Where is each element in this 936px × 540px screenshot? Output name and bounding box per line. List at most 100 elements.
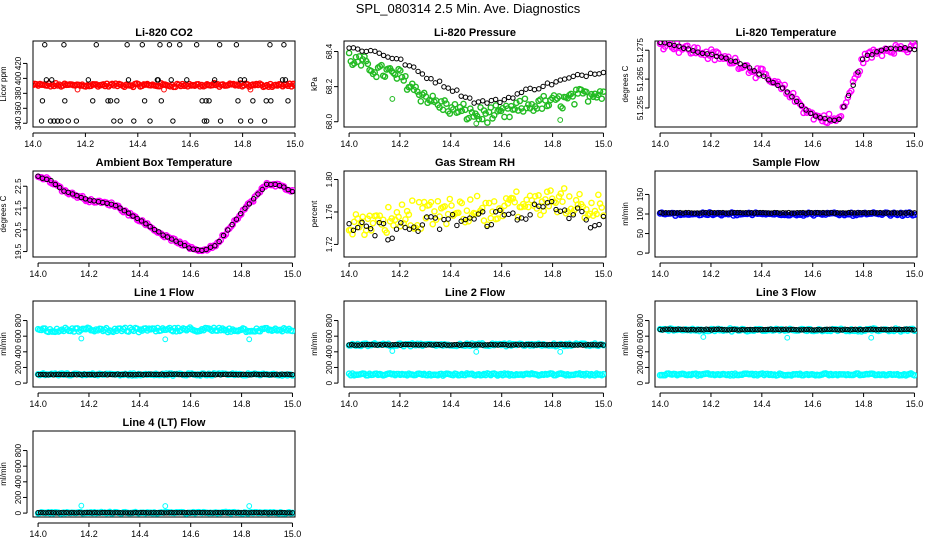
data-point [443, 100, 450, 107]
data-point [174, 509, 180, 516]
series-group [656, 41, 917, 127]
outlier-point [74, 86, 81, 93]
data-point [156, 510, 162, 516]
data-point [883, 210, 889, 216]
data-point [478, 115, 486, 123]
data-point [138, 218, 145, 224]
x-tick-label: 14.0 [651, 399, 669, 409]
data-point [395, 213, 402, 221]
outlier-point [78, 502, 85, 509]
data-point [216, 238, 222, 245]
data-point [397, 67, 404, 74]
x-tick-label: 14.2 [391, 139, 409, 149]
data-point [588, 199, 595, 207]
data-point [441, 84, 447, 90]
data-point [863, 210, 869, 216]
data-point [662, 41, 668, 46]
data-point [676, 43, 682, 49]
y-tick-label: 200 [325, 360, 334, 374]
x-tick-label: 14.4 [131, 399, 149, 409]
data-point [411, 64, 417, 70]
data-point [171, 324, 178, 332]
data-point [91, 372, 98, 378]
y-axis-label: ml/min [0, 462, 8, 486]
data-point [389, 235, 395, 241]
data-point [210, 510, 216, 516]
data-point [854, 210, 860, 216]
data-point [549, 82, 555, 88]
y-tick-label: 400 [14, 475, 23, 489]
data-point [107, 98, 114, 104]
data-point [554, 208, 561, 216]
data-point [561, 76, 568, 82]
data-point [355, 46, 361, 52]
data-point [901, 326, 907, 333]
data-point [806, 326, 812, 333]
data-point [591, 90, 599, 98]
data-point [441, 97, 448, 104]
data-point [688, 326, 694, 333]
chart-panel: Line 4 (LT) Flow 14.0 14.2 14.4 14.6 14.8 15.0… [0, 417, 301, 539]
data-point [596, 88, 604, 95]
data-point [489, 208, 496, 215]
data-point [583, 217, 589, 223]
data-point [817, 210, 823, 216]
data-point [779, 85, 786, 91]
data-point [225, 371, 231, 378]
data-point [212, 243, 218, 249]
data-point [479, 342, 486, 348]
data-point [35, 371, 41, 378]
data-point [467, 95, 473, 101]
y-tick-label: 50 [636, 229, 645, 238]
data-point [546, 341, 553, 348]
data-point [86, 371, 93, 378]
outlier-point [389, 348, 396, 354]
data-point [415, 228, 421, 234]
data-point [521, 342, 527, 348]
data-point [510, 210, 516, 216]
data-point [97, 510, 103, 516]
data-point [153, 371, 159, 378]
data-point [436, 341, 442, 348]
data-point [832, 326, 838, 333]
data-point [554, 341, 560, 348]
data-point [285, 98, 291, 104]
data-point [595, 342, 602, 348]
data-point [105, 98, 111, 104]
data-point [484, 221, 491, 228]
data-point [423, 75, 430, 82]
data-point [458, 93, 464, 99]
data-point [193, 42, 200, 48]
data-point [169, 236, 175, 242]
data-point [158, 509, 165, 516]
data-point [700, 210, 706, 216]
data-point [560, 185, 568, 192]
data-point [446, 195, 454, 203]
data-point [66, 371, 72, 378]
data-point [911, 327, 917, 333]
data-point [433, 341, 440, 348]
data-point [419, 71, 426, 77]
data-point [844, 326, 851, 333]
data-point [551, 342, 558, 348]
series-group [657, 41, 917, 124]
chart-title: Sample Flow [752, 157, 820, 169]
data-point [705, 210, 712, 216]
data-point [471, 216, 477, 222]
data-point [441, 216, 447, 223]
data-point [685, 327, 692, 333]
chart-panel: Li-820 Temperature 14.0 14.2 14.4 14.6 14.8 15… [621, 27, 923, 149]
data-point [514, 213, 522, 221]
data-point [363, 223, 370, 229]
data-point [461, 218, 469, 226]
data-point [731, 326, 738, 333]
data-point [76, 371, 82, 378]
data-point [238, 510, 244, 516]
data-point [791, 210, 798, 216]
data-point [138, 509, 144, 516]
data-point [168, 509, 175, 516]
data-point [130, 372, 136, 378]
y-tick-label: 800 [325, 313, 334, 327]
data-point [559, 341, 566, 348]
data-point [535, 192, 542, 199]
